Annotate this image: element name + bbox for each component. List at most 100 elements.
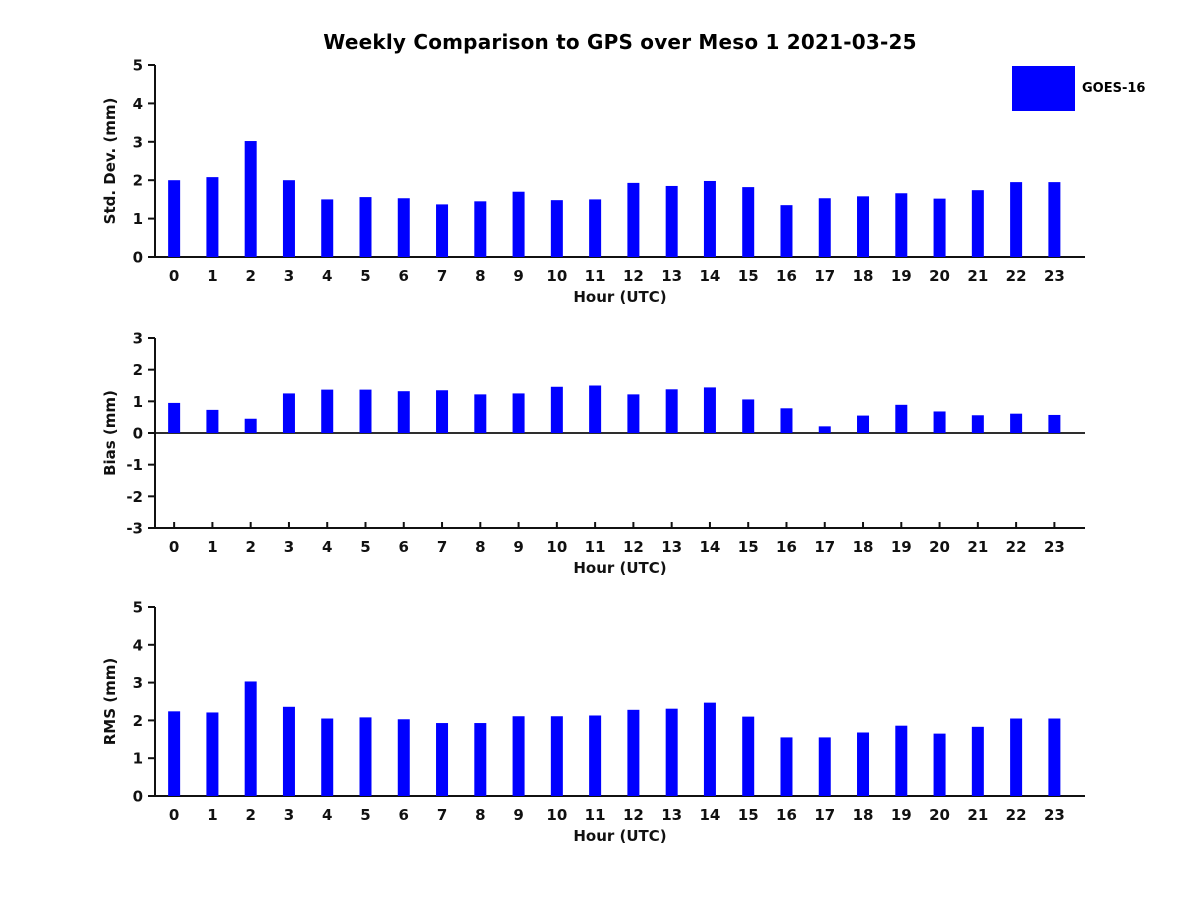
y-axis-label-rms: RMS (mm) [101,658,119,745]
bar-rms-hour-7 [436,723,449,796]
y-tick-label: 2 [133,361,143,379]
y-axis-label-bias: Bias (mm) [101,390,119,476]
bar-std-dev-hour-15 [742,187,755,257]
bar-bias-hour-6 [397,391,410,433]
bar-bias-hour-16 [780,408,793,433]
x-tick-label: 13 [661,806,682,824]
x-tick-label: 9 [513,538,523,556]
bar-rms-hour-16 [780,737,793,796]
x-tick-label: 20 [929,538,950,556]
bar-bias-hour-1 [206,409,219,433]
bar-std-dev-hour-9 [512,191,525,257]
y-tick-label: 4 [133,636,143,654]
x-tick-label: 11 [585,806,606,824]
bar-bias-hour-20 [933,411,946,433]
x-tick-label: 19 [891,267,912,285]
x-tick-label: 13 [661,267,682,285]
bar-rms-hour-2 [244,681,257,796]
x-tick-label: 10 [546,806,567,824]
bar-bias-hour-3 [282,393,295,433]
bar-std-dev-hour-17 [818,198,831,257]
bar-std-dev-hour-12 [627,182,640,257]
x-tick-label: 16 [776,806,797,824]
bar-bias-hour-15 [742,399,755,433]
bar-bias-hour-9 [512,393,525,433]
x-tick-label: 23 [1044,806,1065,824]
bar-rms-hour-1 [206,712,219,796]
x-tick-label: 8 [475,538,485,556]
x-tick-label: 12 [623,538,644,556]
y-tick-label: 4 [133,95,143,113]
x-tick-label: 23 [1044,538,1065,556]
x-tick-label: 15 [738,806,759,824]
x-tick-label: 10 [546,267,567,285]
bar-rms-hour-20 [933,733,946,796]
x-tick-label: 22 [1006,267,1027,285]
x-tick-label: 7 [437,267,447,285]
legend-swatch-goes16 [1012,66,1075,111]
x-tick-label: 15 [738,538,759,556]
x-axis-label-std-dev: Hour (UTC) [573,288,666,306]
x-tick-label: 7 [437,538,447,556]
bar-bias-hour-4 [321,389,334,433]
x-tick-label: 15 [738,267,759,285]
y-tick-label: -3 [126,520,143,538]
y-axis-label-std-dev: Std. Dev. (mm) [101,98,119,225]
x-tick-label: 21 [967,806,988,824]
x-tick-label: 10 [546,538,567,556]
bar-std-dev-hour-16 [780,205,793,257]
bar-std-dev-hour-3 [282,180,295,257]
bar-std-dev-hour-19 [895,193,908,257]
x-tick-label: 5 [360,538,370,556]
x-tick-label: 23 [1044,267,1065,285]
bar-rms-hour-17 [818,737,831,796]
x-tick-label: 16 [776,267,797,285]
x-tick-label: 11 [585,267,606,285]
y-tick-label: 1 [133,210,143,228]
x-tick-label: 22 [1006,538,1027,556]
x-tick-label: 0 [169,538,179,556]
x-tick-label: 7 [437,806,447,824]
bar-bias-hour-0 [168,402,181,433]
y-tick-label: 0 [133,249,143,267]
y-tick-label: 2 [133,712,143,730]
x-tick-label: 6 [399,267,409,285]
x-tick-label: 4 [322,267,332,285]
x-tick-label: 2 [245,806,255,824]
bar-rms-hour-8 [474,723,487,796]
bar-std-dev-hour-20 [933,198,946,257]
y-tick-label: 5 [133,599,143,617]
y-tick-label: 3 [133,330,143,348]
bar-bias-hour-21 [971,415,984,433]
x-tick-label: 3 [284,538,294,556]
bar-rms-hour-4 [321,718,334,796]
x-tick-label: 9 [513,267,523,285]
x-tick-label: 21 [967,538,988,556]
x-tick-label: 14 [700,267,721,285]
bar-bias-hour-12 [627,394,640,433]
x-tick-label: 14 [700,806,721,824]
bar-std-dev-hour-6 [397,198,410,257]
bar-rms-hour-12 [627,709,640,796]
bar-std-dev-hour-1 [206,177,219,257]
x-tick-label: 17 [814,538,835,556]
x-tick-label: 18 [853,267,874,285]
bar-bias-hour-2 [244,418,257,433]
bar-std-dev-hour-14 [703,180,716,257]
x-tick-label: 16 [776,538,797,556]
y-tick-label: 1 [133,393,143,411]
bar-std-dev-hour-23 [1048,182,1061,257]
bar-std-dev-hour-2 [244,141,257,257]
bar-bias-hour-17 [818,426,831,433]
bar-rms-hour-18 [857,732,870,796]
bar-std-dev-hour-0 [168,180,181,257]
bar-std-dev-hour-10 [550,200,563,257]
y-tick-label: 2 [133,172,143,190]
bar-std-dev-hour-21 [971,190,984,257]
x-tick-label: 13 [661,538,682,556]
bar-std-dev-hour-8 [474,201,487,257]
x-tick-label: 0 [169,267,179,285]
bar-bias-hour-10 [550,386,563,433]
